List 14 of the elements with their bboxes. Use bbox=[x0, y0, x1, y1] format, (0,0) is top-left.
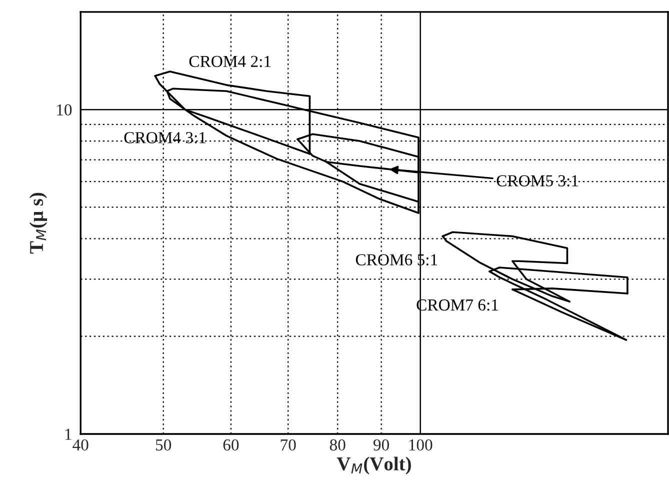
y-tick-label: 10 bbox=[57, 104, 72, 116]
x-tick-label: 80 bbox=[330, 439, 346, 451]
x-tick-label: 90 bbox=[374, 439, 389, 451]
x-tick-label: 50 bbox=[156, 439, 172, 451]
series-label: CROM4 3:1 bbox=[124, 132, 206, 144]
y-axis-title: T$_{M}$(μ s) bbox=[29, 192, 48, 254]
text: CROM5 3:1 bbox=[496, 175, 578, 186]
x-tick-label: 100 bbox=[409, 439, 432, 451]
series-label: CROM4 2:1 bbox=[189, 56, 271, 68]
y-tick-label: 1 bbox=[65, 428, 72, 440]
x-axis-title: V$_{M}$(Volt) bbox=[336, 456, 411, 474]
x-tick-label: 70 bbox=[280, 439, 296, 451]
x-tick-label: 60 bbox=[223, 439, 239, 451]
x-tick-label: 40 bbox=[72, 439, 88, 451]
